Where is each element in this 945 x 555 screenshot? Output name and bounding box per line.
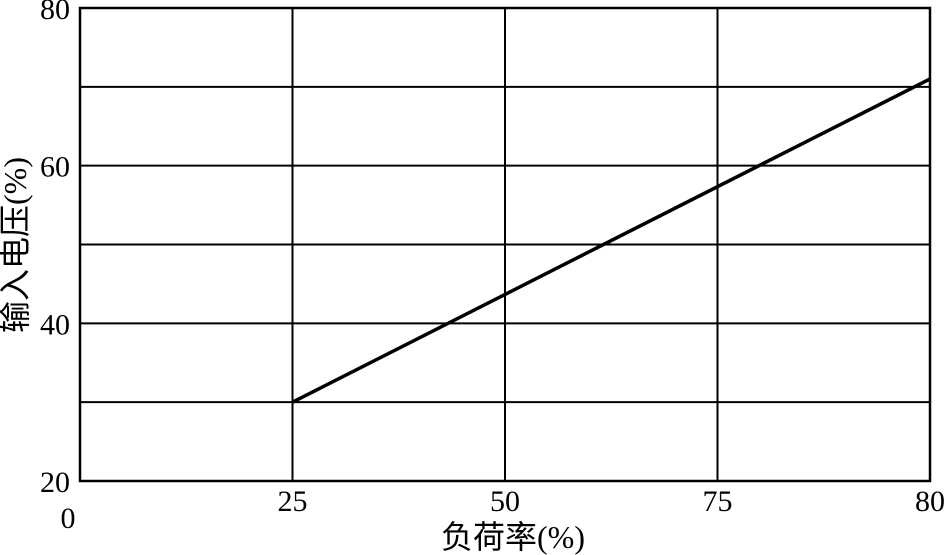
data-series [291,77,931,404]
x-tick-label: 25 [278,485,308,518]
x-tick-label: 75 [703,485,733,518]
axes-frame [78,6,932,483]
x-tick-label: 0 [61,502,76,535]
y-tick-label: 80 [40,0,70,26]
y-tick-label: 40 [40,308,70,341]
x-axis-label: 负荷率(%) [441,519,585,555]
plot-border [78,6,932,483]
y-axis-label: 输入电压(%) [0,157,33,333]
gridlines [80,8,930,481]
y-tick-label: 60 [40,151,70,184]
x-tick-label: 50 [490,485,520,518]
data-line [291,77,931,404]
x-tick-label: 80 [915,485,945,518]
y-tick-label: 20 [40,466,70,499]
tick-labels: 20 40 60 80 0 25 50 75 80 [40,0,945,535]
